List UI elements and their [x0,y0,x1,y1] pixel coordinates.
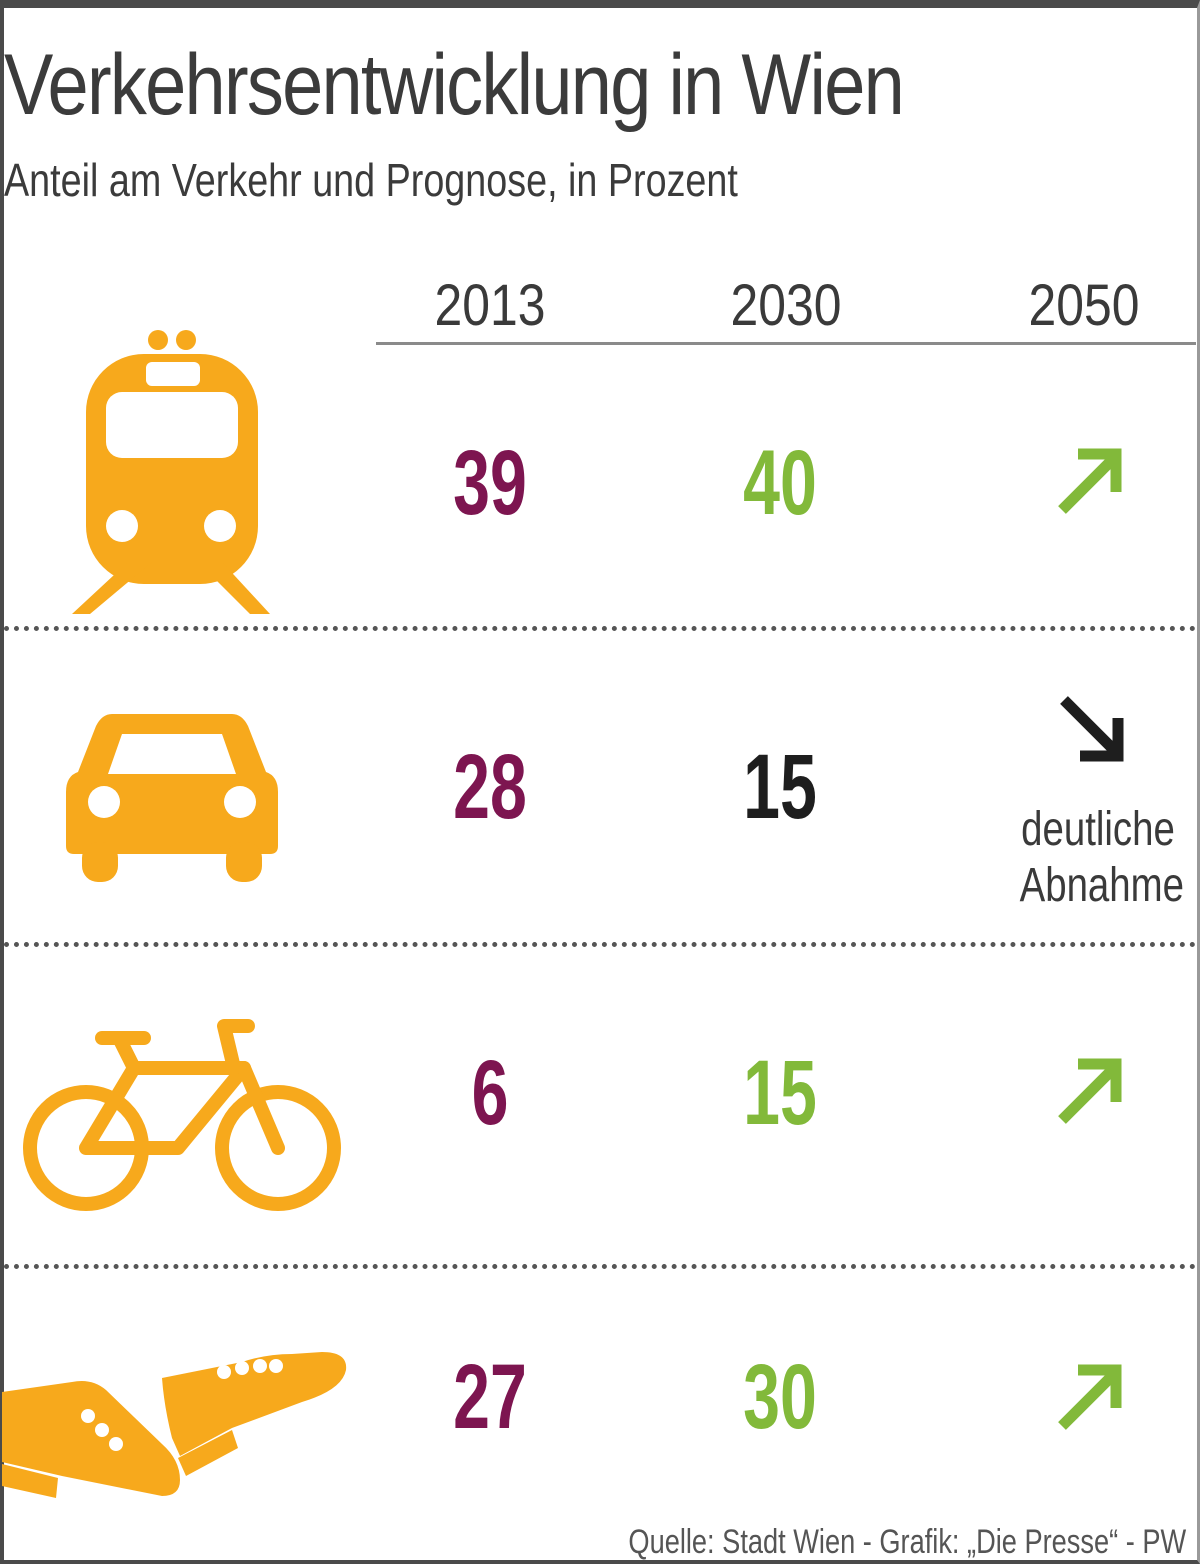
row-divider [4,1264,1196,1269]
arrow-up-icon [1058,1058,1122,1124]
value-2030-public-transport: 40 [743,432,817,534]
value-2013-car: 28 [453,736,527,838]
arrow-up-icon [1058,448,1122,514]
trend-note-car: deutliche Abnahme [1019,803,1184,912]
value-2030-bicycle: 15 [743,1042,817,1144]
row-divider [4,626,1196,631]
column-header-2013: 2013 [434,273,546,338]
row-divider [4,942,1196,947]
column-header-2050: 2050 [1028,273,1140,338]
car-icon [66,714,278,882]
value-2013-walking: 27 [453,1346,527,1448]
value-2030-walking: 30 [743,1346,817,1448]
arrow-up-icon [1058,1364,1122,1430]
chart-title: Verkehrsentwicklung in Wien [4,37,905,133]
value-2013-bicycle: 6 [471,1042,509,1144]
value-2013-public-transport: 39 [453,432,527,534]
source-credit: Quelle: Stadt Wien - Grafik: „Die Presse… [628,1523,1186,1561]
chart-subtitle: Anteil am Verkehr und Prognose, in Proze… [4,154,738,206]
value-2030-car: 15 [743,736,817,838]
header-rule [376,342,1196,345]
train-icon [72,330,270,614]
column-header-2030: 2030 [730,273,842,338]
arrow-down-icon [1060,696,1124,762]
shoes-icon [2,1352,347,1498]
bicycle-icon [23,1019,341,1211]
